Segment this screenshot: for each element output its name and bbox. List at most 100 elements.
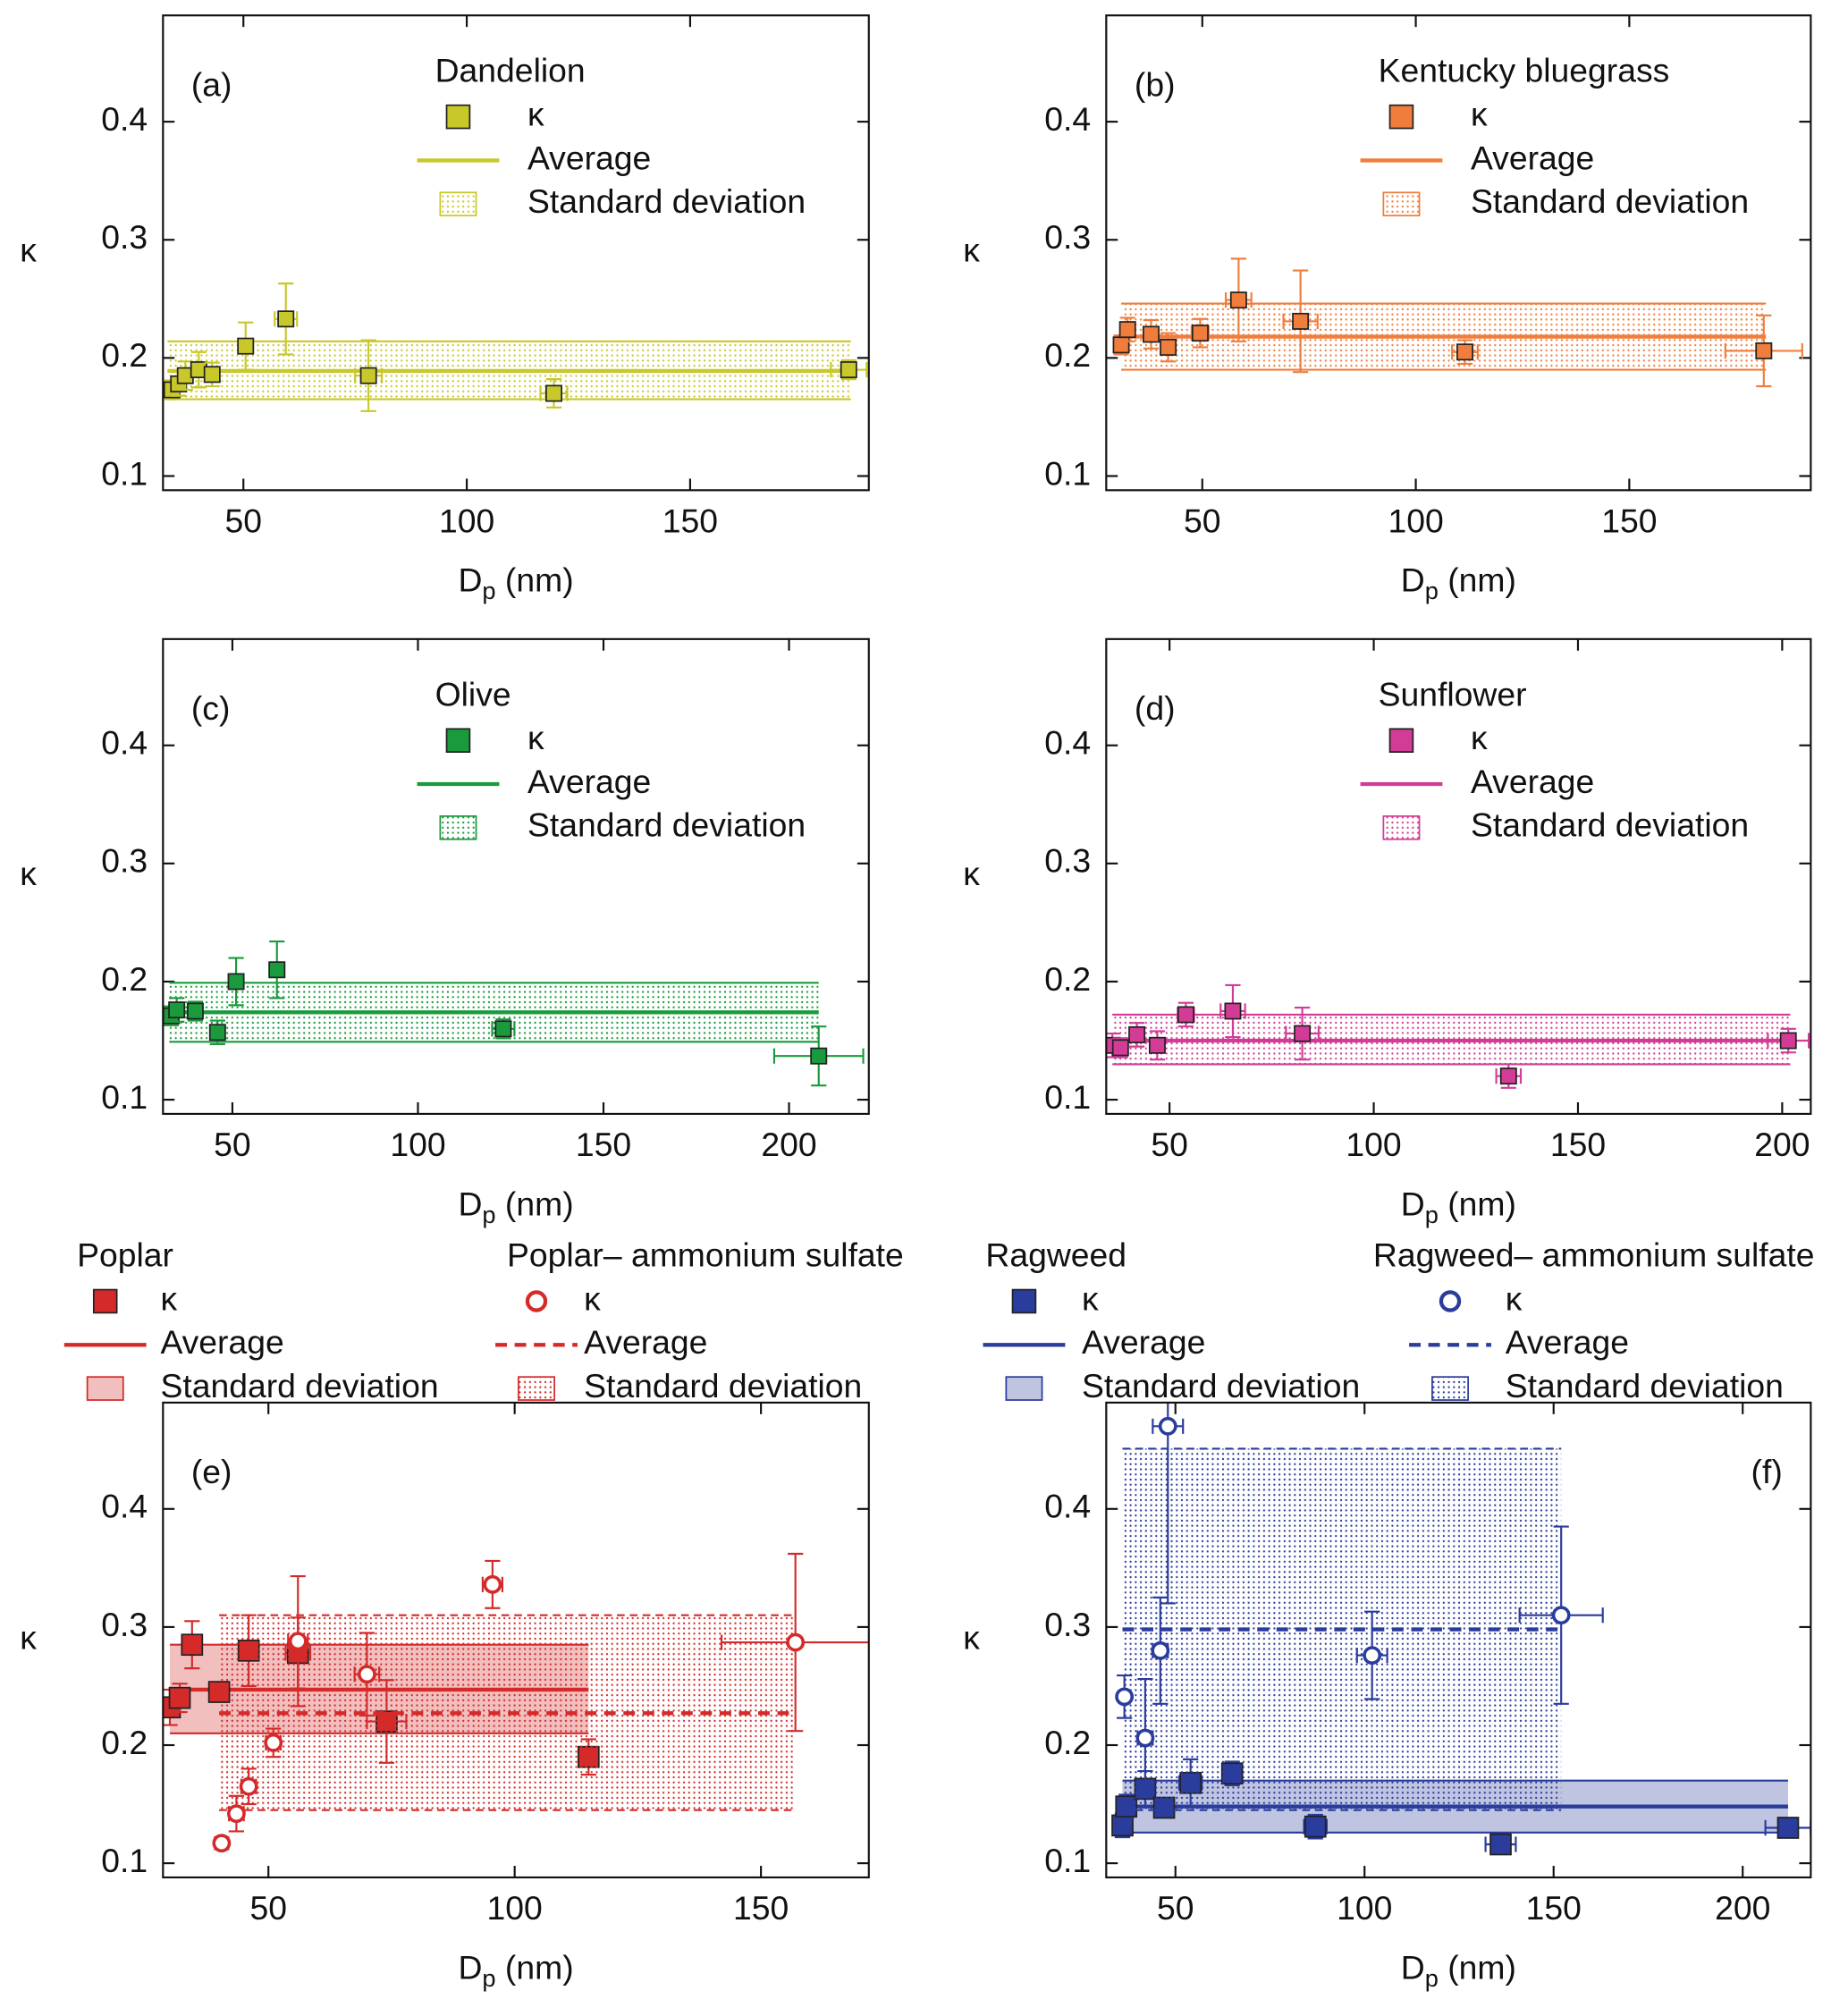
legend: Dandelion κ Average Standard deviation [417,52,806,220]
legend-band [1431,1376,1469,1401]
panel-label: (a) [191,65,232,103]
x-tick-label: 150 [1526,1889,1582,1927]
y-tick-label: 0.1 [1044,454,1091,492]
sd-band [219,1615,796,1810]
y-axis-label: κ [963,232,980,269]
x-axis-label: Dp (nm) [458,561,573,605]
plot-frame [1105,637,1812,1115]
x-tick-label: 100 [439,502,494,539]
point [786,1632,806,1652]
point [237,337,255,355]
panel: 0.1 0.2 0.3 0.4 50 100 150 200 κ Dp (nm) (f) [963,1401,1812,1992]
legend-title: Sunflower [1379,675,1527,713]
x-tick-label: 150 [733,1889,789,1927]
legend-marker [445,728,471,754]
x-axis-label-part: (nm) [1439,561,1516,599]
x-tick-label: 100 [1388,502,1443,539]
panel: 0.1 0.2 0.3 0.4 50 100 150 200 κ Dp (nm) (d) [963,637,1812,1228]
point [1292,312,1310,330]
x-axis-label-part: (nm) [1439,1948,1516,1986]
legend-label: Average [1471,763,1594,800]
x-tick-label: 50 [1151,1126,1188,1163]
legend-title: Olive [435,675,511,713]
panel-label: (b) [1135,65,1176,103]
x-tick-label: 50 [1184,502,1221,539]
legend-band [1005,1376,1043,1401]
y-tick-label: 0.1 [101,1842,148,1879]
point [1363,1646,1382,1666]
x-axis-label-part: (nm) [496,1185,574,1222]
legend-label: κ [160,1279,177,1317]
legend-label: Average [1506,1323,1629,1361]
y-tick-label: 0.3 [101,218,148,256]
legend-label: κ [1471,719,1488,756]
point [1135,1728,1155,1748]
y-axis-label: κ [20,232,37,269]
x-tick-label: 150 [1601,502,1657,539]
plot-frame [162,14,870,492]
panel-label: (e) [191,1453,232,1490]
plot-area [163,1552,869,1853]
legend-title: Ragweed [985,1236,1127,1274]
legend: Ragweed κ Average Standard deviation [983,1236,1360,1404]
point [1112,336,1130,354]
x-tick-label: 100 [1346,1126,1401,1163]
point [1776,1817,1800,1839]
point [1148,1036,1166,1054]
plot-area [1111,1402,1811,1856]
y-tick-label: 0.3 [1044,1606,1091,1643]
y-axis-label: κ [963,855,980,892]
point [1294,1025,1312,1042]
point [1128,1025,1146,1043]
legend-label: Average [527,139,651,176]
point [1489,1833,1512,1856]
x-axis-label-part: D [458,561,482,599]
y-tick-label: 0.1 [101,1078,148,1116]
legend-marker [525,1290,548,1312]
y-tick-label: 0.4 [101,724,148,762]
point [1142,325,1160,343]
point [1499,1067,1517,1085]
x-axis-label: Dp (nm) [458,1948,573,1992]
y-tick-label: 0.2 [101,336,148,374]
point [1118,321,1136,339]
y-tick-label: 0.4 [1044,1488,1091,1525]
legend-label: Average [584,1323,707,1361]
x-tick-label: 200 [761,1126,816,1163]
panel-label: (d) [1135,689,1176,727]
legend-title: Ragweed– ammonium sulfate [1373,1236,1815,1274]
point [1177,1006,1194,1024]
legend: Poplar κ Average Standard deviation [63,1236,439,1404]
legend-label: Standard deviation [1471,182,1749,220]
point [1304,1815,1327,1838]
legend-label: κ [1506,1279,1523,1317]
y-tick-label: 0.3 [101,842,148,880]
legend-label: κ [1082,1279,1099,1317]
point [810,1047,828,1065]
x-axis-label-sub: p [482,577,495,604]
x-axis-label: Dp (nm) [1401,1185,1516,1228]
legend-title: Poplar– ammonium sulfate [507,1236,904,1274]
legend-label: Average [1082,1323,1205,1361]
legend-label: Standard deviation [1082,1367,1360,1404]
x-axis-label-part: D [1401,1185,1425,1222]
legend-label: κ [527,95,544,132]
x-tick-label: 100 [390,1126,445,1163]
plot-frame [162,637,870,1115]
point [1224,1002,1242,1020]
legend: Poplar– ammonium sulfate κ Average Standard… [495,1236,904,1404]
panel: 0.1 0.2 0.3 0.4 50 100 150 κ Dp (nm) (a) [20,14,870,605]
y-axis-label: κ [20,855,37,892]
point [168,1001,186,1019]
legend-label: Average [160,1323,283,1361]
point [227,973,245,991]
x-axis-label: Dp (nm) [458,1185,573,1228]
y-tick-label: 0.1 [101,454,148,492]
legend-label: κ [527,719,544,756]
legend-marker [445,104,471,130]
legend-title: Dandelion [435,52,586,89]
legend-marker [1388,728,1414,754]
y-tick-label: 0.4 [1044,724,1091,762]
y-axis-label: κ [20,1618,37,1656]
